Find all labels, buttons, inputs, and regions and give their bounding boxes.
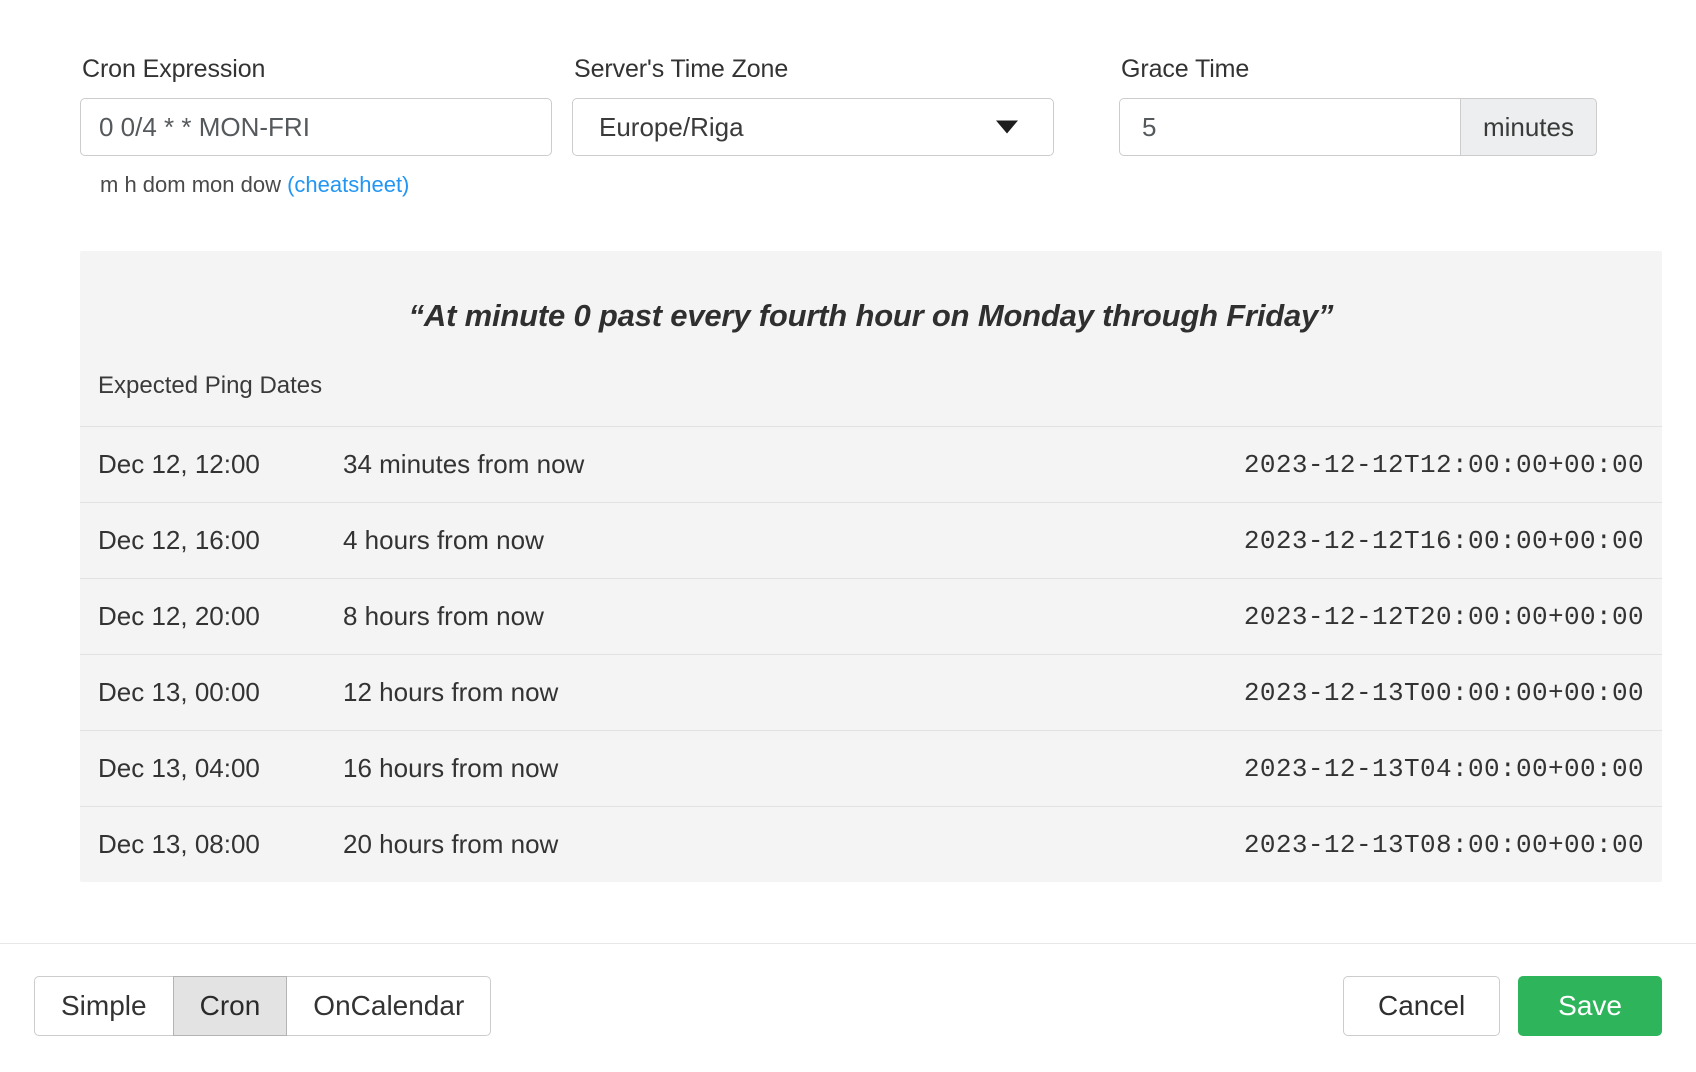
expected-ping-dates-table: Dec 12, 12:00 34 minutes from now 2023-12-… [80,426,1662,882]
table-row: Dec 12, 16:00 4 hours from now 2023-12-12T… [80,502,1662,579]
table-row: Dec 13, 08:00 20 hours from now 2023-12-13… [80,806,1662,883]
schedule-mode-button-group: Simple Cron OnCalendar [34,976,492,1036]
ping-date-cell: Dec 13, 00:00 [98,677,260,707]
mode-button-simple[interactable]: Simple [34,976,174,1036]
ping-iso-timestamp-cell: 2023-12-13T00:00:00+00:00 [1243,677,1644,708]
timezone-label: Server's Time Zone [574,55,789,83]
cancel-button[interactable]: Cancel [1343,976,1501,1036]
grace-time-input[interactable] [1119,98,1460,156]
ping-date-cell: Dec 12, 12:00 [98,449,260,479]
cron-expression-label: Cron Expression [82,55,266,83]
cron-expression-input[interactable] [80,98,552,156]
grace-time-input-group: minutes [1119,98,1597,156]
ping-iso-timestamp-cell: 2023-12-13T04:00:00+00:00 [1243,753,1644,784]
cheatsheet-link[interactable]: (cheatsheet) [287,172,410,197]
dialog-body: Cron Expression m h dom mon dow (cheatsh… [0,54,1696,882]
ping-relative-cell: 12 hours from now [343,677,559,707]
table-row: Dec 12, 12:00 34 minutes from now 2023-12-… [80,426,1662,503]
cron-expression-field-group: Cron Expression m h dom mon dow (cheatsh… [80,54,572,198]
ping-relative-cell: 20 hours from now [343,829,559,859]
schedule-preview-panel: “At minute 0 past every fourth hour on M… [80,251,1662,882]
footer-actions: Cancel Save [1343,976,1662,1036]
save-button[interactable]: Save [1518,976,1662,1036]
timezone-select-wrapper: Europe/Riga [572,98,1054,156]
mode-button-oncalendar[interactable]: OnCalendar [286,976,492,1036]
ping-iso-timestamp-cell: 2023-12-13T08:00:00+00:00 [1243,829,1644,860]
grace-time-field-group: Grace Time minutes [1119,54,1662,156]
cron-description: “At minute 0 past every fourth hour on M… [408,298,1334,333]
ping-relative-cell: 34 minutes from now [343,449,585,479]
cron-hint-text: m h dom mon dow [100,172,281,197]
ping-date-cell: Dec 12, 20:00 [98,601,260,631]
timezone-selected-value: Europe/Riga [599,111,744,142]
ping-iso-timestamp-cell: 2023-12-12T20:00:00+00:00 [1243,601,1644,632]
ping-relative-cell: 4 hours from now [343,525,544,555]
timezone-select[interactable]: Europe/Riga [572,98,1054,156]
ping-relative-cell: 8 hours from now [343,601,544,631]
ping-dates-tbody: Dec 12, 12:00 34 minutes from now 2023-12-… [80,426,1662,883]
schedule-fields-row: Cron Expression m h dom mon dow (cheatsh… [0,54,1696,198]
mode-button-cron[interactable]: Cron [172,976,288,1036]
grace-time-label: Grace Time [1121,55,1250,83]
dialog-footer: Simple Cron OnCalendar Cancel Save [0,943,1696,1072]
ping-iso-timestamp-cell: 2023-12-12T12:00:00+00:00 [1243,449,1644,480]
ping-date-cell: Dec 13, 04:00 [98,753,260,783]
table-row: Dec 13, 04:00 16 hours from now 2023-12-13… [80,730,1662,807]
ping-date-cell: Dec 12, 16:00 [98,525,260,555]
ping-iso-timestamp-cell: 2023-12-12T16:00:00+00:00 [1243,525,1644,556]
cron-expression-hint: m h dom mon dow (cheatsheet) [100,172,572,198]
table-row: Dec 12, 20:00 8 hours from now 2023-12-12T… [80,578,1662,655]
expected-ping-dates-label: Expected Ping Dates [98,372,323,399]
timezone-field-group: Server's Time Zone Europe/Riga [572,54,1119,156]
grace-time-unit-addon: minutes [1459,98,1597,156]
table-row: Dec 13, 00:00 12 hours from now 2023-12-13… [80,654,1662,731]
ping-relative-cell: 16 hours from now [343,753,559,783]
ping-date-cell: Dec 13, 08:00 [98,829,260,859]
